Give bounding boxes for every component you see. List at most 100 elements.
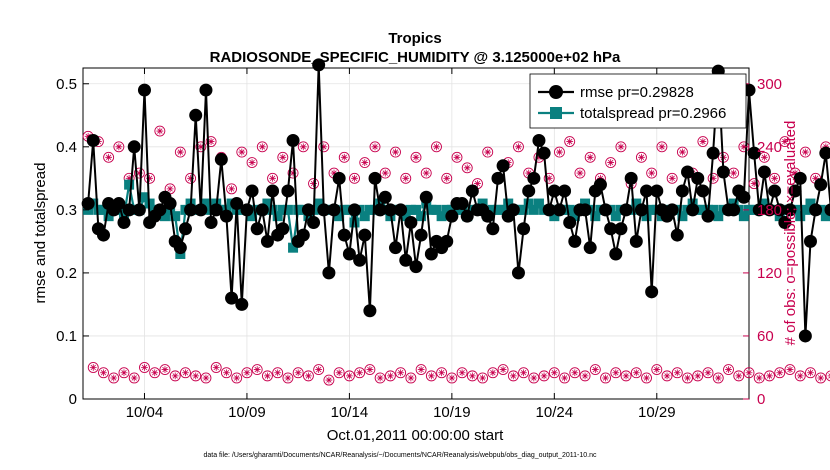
y-right-tick-label: 120 [757,265,782,282]
obs-point-circle [231,372,243,384]
obs-point-circle [456,367,468,379]
rmse-point [255,203,269,217]
rmse-point [286,134,300,148]
totalspread-point [426,204,437,215]
obs-point-asterisk [673,369,681,377]
obs-point [174,146,186,158]
obs-point-asterisk [463,164,471,172]
obs-point-asterisk [509,372,517,380]
rmse-point [517,222,531,236]
obs-point-circle [139,362,150,373]
obs-point-circle [154,125,166,137]
totalspread-point [431,204,442,215]
obs-point-asterisk [397,369,405,377]
obs-point-asterisk [730,169,738,177]
obs-point-circle [482,146,494,158]
rmse-point [307,215,321,229]
rmse-point [117,215,131,229]
obs-point [513,141,524,153]
obs-point [518,367,530,379]
rmse-point [409,260,423,274]
obs-point-circle [651,364,663,376]
totalspread-point [436,211,447,222]
obs-point-asterisk [658,143,666,151]
obs-point-circle [553,146,565,158]
totalspread-point [349,217,360,228]
obs-point-asterisk [161,366,169,373]
obs-point-asterisk [187,174,194,182]
obs-point-circle [466,370,478,382]
obs-point-asterisk [305,372,312,380]
obs-point-asterisk [141,364,148,371]
obs-point [349,172,360,184]
obs-point-asterisk [760,153,768,161]
obs-point-circle [446,372,458,384]
obs-point [318,141,330,153]
totalspread-point [523,198,534,209]
y-left-tick-label: 0.5 [56,76,77,93]
obs-point [569,367,581,379]
obs-point-circle [784,364,796,376]
totalspread-point [411,204,421,215]
totalspread-point [487,204,498,215]
obs-point-asterisk [545,174,553,182]
obs-point-asterisk [530,374,538,382]
obs-point [548,367,560,379]
totalspread-point [124,179,135,190]
obs-point-circle [420,167,432,179]
totalspread-point [339,204,350,215]
totalspread-point [549,211,560,222]
obs-point [379,167,391,179]
obs-point-asterisk [346,372,353,380]
obs-point-circle [185,172,197,184]
obs-point-asterisk [776,369,784,377]
rmse-point [563,215,577,229]
rmse-point [414,228,428,242]
obs-point [466,370,478,382]
rmse-point [824,203,830,217]
x-tick-label: 10/14 [331,404,369,421]
rmse-point [312,58,326,72]
obs-point-circle [538,370,550,382]
rmse-point [522,184,536,198]
obs-point-asterisk [694,372,702,380]
rmse-point [665,203,679,217]
rmse-point [337,228,351,242]
obs-point-asterisk [325,376,333,384]
obs-point-circle [825,370,830,382]
rmse-point [696,184,710,198]
obs-point [292,367,304,379]
rmse-point [619,203,633,217]
totalspread-point [631,198,642,209]
totalspread-point [170,211,181,222]
obs-point [400,172,412,184]
obs-point-asterisk [622,372,630,380]
obs-point [200,372,212,384]
legend-rmse-marker [549,85,563,99]
totalspread-point [400,211,411,222]
obs-point-circle [395,367,407,379]
y-right-tick-label: 240 [757,139,782,156]
obs-point-asterisk [299,143,307,151]
obs-point [815,372,827,384]
obs-point-circle [656,141,668,153]
obs-point [723,364,734,376]
rmse-point [542,203,556,217]
rmse-point [199,83,213,97]
obs-point [169,370,181,382]
obs-point [584,151,596,163]
y-left-tick-label: 0.2 [56,265,77,282]
obs-point [103,151,115,163]
obs-point-asterisk [171,372,179,380]
legend-box [529,73,747,129]
obs-point [676,146,688,158]
obs-point-asterisk [427,372,435,380]
y-left-tick-label: 0.4 [56,139,77,156]
obs-point-asterisk [130,374,138,382]
rmse-point [747,146,761,160]
totalspread-point [159,211,170,222]
obs-point [354,367,366,379]
rmse-point [640,184,654,198]
rmse-point [127,140,141,154]
rmse-point [378,190,392,204]
